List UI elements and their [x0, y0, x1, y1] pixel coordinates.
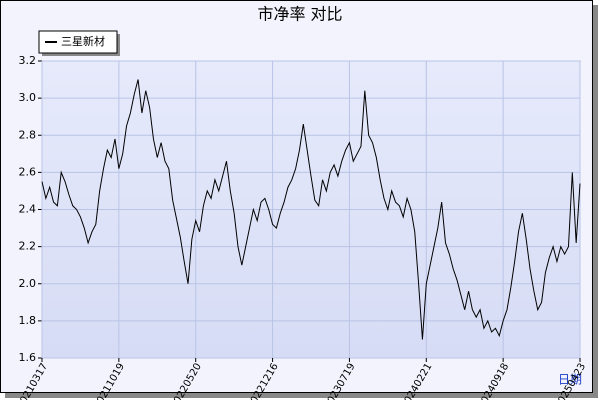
- y-tick-label: 2.0: [19, 277, 37, 290]
- frame-shadow: [593, 5, 598, 398]
- frame-shadow: [5, 393, 598, 398]
- legend-label: 三星新材: [61, 34, 105, 48]
- x-axis-label: 日期: [558, 373, 582, 387]
- y-tick-label: 1.8: [19, 314, 37, 327]
- y-tick-label: 2.8: [19, 128, 37, 141]
- y-tick-label: 3.0: [19, 91, 37, 104]
- line: [41, 79, 581, 340]
- y-tick-label: 2.4: [19, 203, 37, 216]
- y-tick-label: 3.2: [19, 54, 37, 67]
- y-tick-label: 1.6: [19, 351, 37, 364]
- y-tick-label: 2.2: [19, 240, 37, 253]
- legend: 三星新材: [38, 30, 120, 56]
- legend-box: [38, 30, 118, 54]
- y-tick-label: 2.6: [19, 165, 37, 178]
- chart-title: 市净率 对比: [257, 5, 342, 24]
